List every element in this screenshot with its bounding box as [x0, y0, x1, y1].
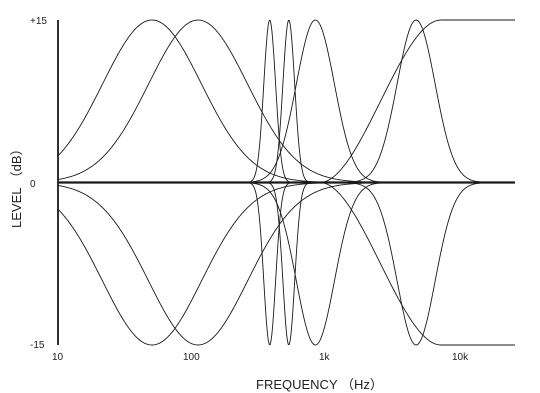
- eq-curve-6: [58, 182, 515, 346]
- eq-curve-13: [58, 19, 515, 183]
- eq-curve-11: [58, 19, 515, 183]
- x-tick-10k: 10k: [452, 352, 469, 363]
- eq-curve-2: [57, 182, 515, 346]
- eq-curve-7: [58, 20, 515, 183]
- eq-curve-14: [58, 182, 515, 346]
- y-tick-top: +15: [30, 16, 47, 27]
- eq-curve-8: [58, 182, 515, 345]
- eq-curve-12: [58, 182, 515, 346]
- x-tick-100: 100: [183, 352, 200, 363]
- eq-curve-9: [58, 19, 515, 183]
- x-tick-1k: 1k: [319, 352, 331, 363]
- eq-curve-5: [58, 19, 515, 183]
- x-tick-10: 10: [52, 352, 64, 363]
- eq-curve-1: [57, 19, 515, 183]
- eq-curve-4: [57, 182, 515, 346]
- eq-curve-3: [57, 19, 515, 183]
- x-axis-title: FREQUENCY （Hz）: [256, 377, 383, 392]
- y-axis-title: LEVEL （dB）: [9, 142, 24, 228]
- y-tick-zero: 0: [30, 179, 36, 190]
- eq-curve-10: [58, 182, 515, 346]
- y-tick-bottom: -15: [30, 340, 45, 351]
